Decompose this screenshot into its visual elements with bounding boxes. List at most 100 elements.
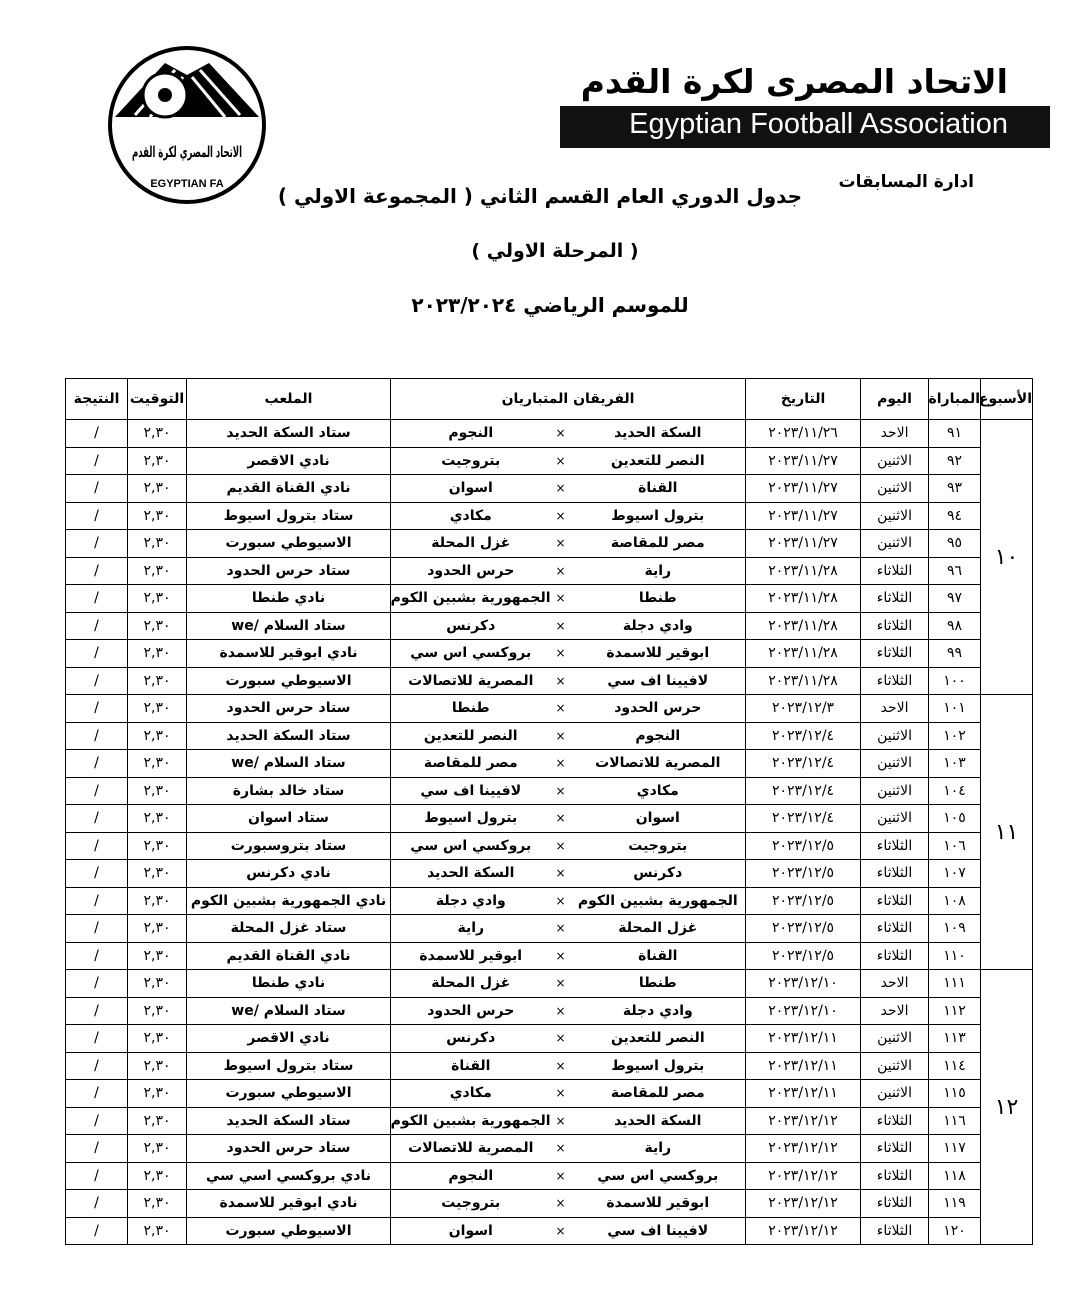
match-row: ١٠٦ الثلاثاء ٢٠٢٣/١٢/٥ بتروجيت × بروكسي اس سي… [65, 831, 1033, 860]
match-row: ٩٨ الثلاثاء ٢٠٢٣/١١/٢٨ وادي دجلة × دكرنس ستاد … [65, 611, 1033, 640]
vs: × [550, 1051, 571, 1080]
season: للموسم الرياضي ٢٠٢٣/٢٠٢٤ [411, 293, 689, 317]
away-team: الجمهورية بشبين الكوم [389, 1106, 551, 1135]
vs: × [550, 639, 571, 668]
venue: ستاد حرس الحدود [186, 556, 391, 585]
vs: × [550, 474, 571, 503]
result: / [65, 1189, 128, 1218]
home-team: حرس الحدود [570, 694, 747, 723]
date: ٢٠٢٣/١٢/٤ [745, 749, 862, 778]
result: / [65, 446, 128, 475]
away-team: النجوم [389, 419, 551, 448]
home-team: وادي دجلة [570, 611, 747, 640]
vs: × [550, 694, 571, 723]
day: الاثنين [860, 1051, 930, 1080]
venue: نادي دكرنس [186, 859, 391, 888]
day: الثلاثاء [860, 831, 930, 860]
vs: × [550, 666, 571, 695]
date: ٢٠٢٣/١٢/٥ [745, 914, 862, 943]
venue: الاسيوطي سبورت [186, 529, 391, 558]
away-team: المصرية للاتصالات [389, 666, 551, 695]
away-team: دكرنس [389, 1024, 551, 1053]
time: ٢,٣٠ [127, 556, 187, 585]
match-no: ٩٣ [928, 474, 982, 503]
vs: × [550, 611, 571, 640]
date: ٢٠٢٣/١٢/١٢ [745, 1216, 862, 1245]
result: / [65, 804, 128, 833]
venue: ستاد السلام /we [186, 611, 391, 640]
time: ٢,٣٠ [127, 584, 187, 613]
date: ٢٠٢٣/١١/٢٧ [745, 501, 862, 530]
result: / [65, 914, 128, 943]
result: / [65, 1051, 128, 1080]
column-header: الفريقان المتباريان [389, 378, 747, 420]
result: / [65, 611, 128, 640]
department: ادارة المسابقات [838, 172, 975, 192]
vs: × [550, 721, 571, 750]
away-team: ابوقير للاسمدة [389, 941, 551, 970]
day: الاثنين [860, 749, 930, 778]
column-header: الأسبوع [980, 378, 1034, 420]
away-team: لافيينا اف سي [389, 776, 551, 805]
match-no: ١٠٤ [928, 776, 982, 805]
time: ٢,٣٠ [127, 419, 187, 448]
venue: ستاد السكة الحديد [186, 419, 391, 448]
vs: × [550, 776, 571, 805]
time: ٢,٣٠ [127, 886, 187, 915]
vs: × [550, 419, 571, 448]
result: / [65, 584, 128, 613]
vs: × [550, 556, 571, 585]
date: ٢٠٢٣/١٢/١٢ [745, 1161, 862, 1190]
venue: ستاد غزل المحلة [186, 914, 391, 943]
venue: ستاد السكة الحديد [186, 1106, 391, 1135]
match-row: ١١٢ الاحد ٢٠٢٣/١٢/١٠ وادي دجلة × حرس الحدود ست… [65, 996, 1033, 1025]
day: الاثنين [860, 804, 930, 833]
venue: نادي القناة القديم [186, 474, 391, 503]
match-no: ٩٥ [928, 529, 982, 558]
column-header: الملعب [186, 378, 391, 420]
day: الثلاثاء [860, 556, 930, 585]
result: / [65, 529, 128, 558]
match-no: ٩٧ [928, 584, 982, 613]
day: الثلاثاء [860, 639, 930, 668]
match-row: ١٢ ١١١ الاحد ٢٠٢٣/١٢/١٠ طنطا × غزل المحلة نادي … [65, 969, 1034, 1245]
day: الثلاثاء [860, 584, 930, 613]
away-team: الجمهورية بشبين الكوم [389, 584, 551, 613]
venue: ستاد بتروسبورت [186, 831, 391, 860]
day: الثلاثاء [860, 886, 930, 915]
venue: الاسيوطي سبورت [186, 666, 391, 695]
federation-title: الاتحاد المصرى لكرة القدم [580, 62, 1008, 101]
vs: × [550, 914, 571, 943]
home-team: المصرية للاتصالات [570, 749, 747, 778]
match-no: ٩٩ [928, 639, 982, 668]
date: ٢٠٢٣/١٢/١٢ [745, 1134, 862, 1163]
date: ٢٠٢٣/١١/٢٧ [745, 474, 862, 503]
vs: × [550, 969, 571, 998]
away-team: حرس الحدود [389, 996, 551, 1025]
time: ٢,٣٠ [127, 776, 187, 805]
match-row: ٩٤ الاثنين ٢٠٢٣/١١/٢٧ بترول اسيوط × مكادي ستاد… [65, 501, 1033, 530]
date: ٢٠٢٣/١٢/١١ [745, 1024, 862, 1053]
vs: × [550, 501, 571, 530]
time: ٢,٣٠ [127, 639, 187, 668]
time: ٢,٣٠ [127, 501, 187, 530]
time: ٢,٣٠ [127, 996, 187, 1025]
away-team: بروكسي اس سي [389, 639, 551, 668]
day: الاثنين [860, 1079, 930, 1108]
date: ٢٠٢٣/١٢/٣ [745, 694, 862, 723]
time: ٢,٣٠ [127, 694, 187, 723]
date: ٢٠٢٣/١٢/١١ [745, 1051, 862, 1080]
day: الثلاثاء [860, 1189, 930, 1218]
time: ٢,٣٠ [127, 1216, 187, 1245]
home-team: القناة [570, 941, 747, 970]
home-team: النجوم [570, 721, 747, 750]
date: ٢٠٢٣/١١/٢٧ [745, 446, 862, 475]
match-row: ١١٩ الثلاثاء ٢٠٢٣/١٢/١٢ ابوقير للاسمدة × بترو… [65, 1189, 1033, 1218]
away-team: دكرنس [389, 611, 551, 640]
time: ٢,٣٠ [127, 941, 187, 970]
home-team: لافيينا اف سي [570, 666, 747, 695]
date: ٢٠٢٣/١٢/٥ [745, 941, 862, 970]
match-no: ١٠٥ [928, 804, 982, 833]
venue: ستاد خالد بشارة [186, 776, 391, 805]
home-team: بروكسي اس سي [570, 1161, 747, 1190]
